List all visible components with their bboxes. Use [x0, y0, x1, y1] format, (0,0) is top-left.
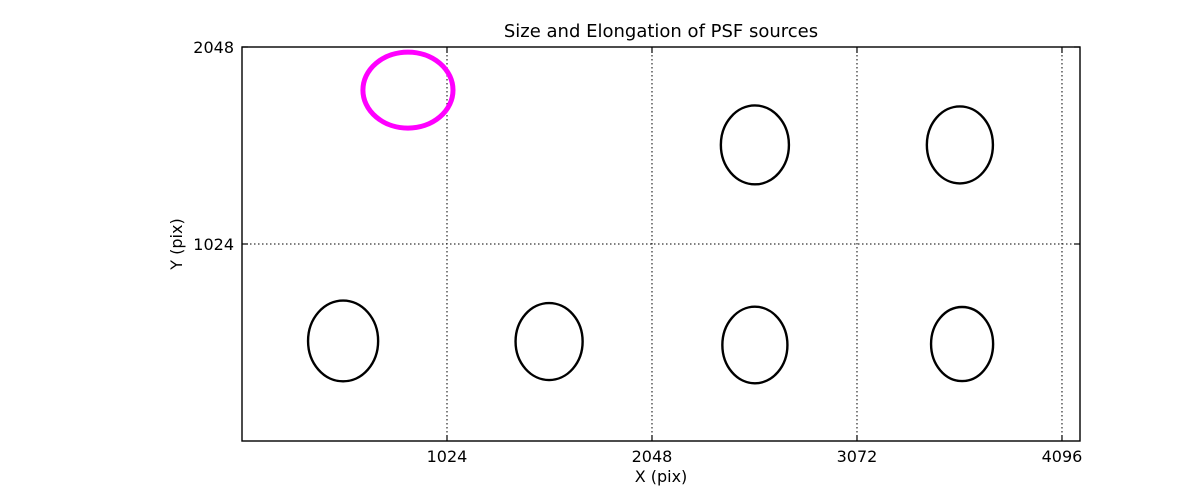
tick-marks — [242, 46, 1080, 441]
psf-sources — [306, 49, 995, 385]
x-tick-label-1024: 1024 — [427, 447, 468, 466]
psf-source-ellipse — [925, 105, 995, 185]
y-axis-label: Y (pix) — [167, 218, 186, 270]
x-axis-label: X (pix) — [635, 467, 688, 486]
chart-title: Size and Elongation of PSF sources — [504, 21, 818, 42]
highlighted-psf-source-ellipse — [360, 49, 456, 131]
x-tick-label-2048: 2048 — [632, 447, 673, 466]
tick-labels: 1024 2048 3072 4096 1024 2048 — [193, 38, 1082, 466]
psf-source-ellipse — [721, 305, 789, 385]
psf-source-ellipse — [306, 299, 380, 383]
psf-source-ellipse — [514, 301, 584, 382]
x-tick-label-4096: 4096 — [1042, 447, 1083, 466]
psf-source-ellipse — [929, 305, 995, 383]
y-tick-label-1024: 1024 — [193, 235, 234, 254]
psf-source-ellipse — [719, 104, 791, 186]
gridlines — [242, 47, 1080, 441]
x-tick-label-3072: 3072 — [837, 447, 878, 466]
y-tick-label-2048: 2048 — [193, 38, 234, 57]
